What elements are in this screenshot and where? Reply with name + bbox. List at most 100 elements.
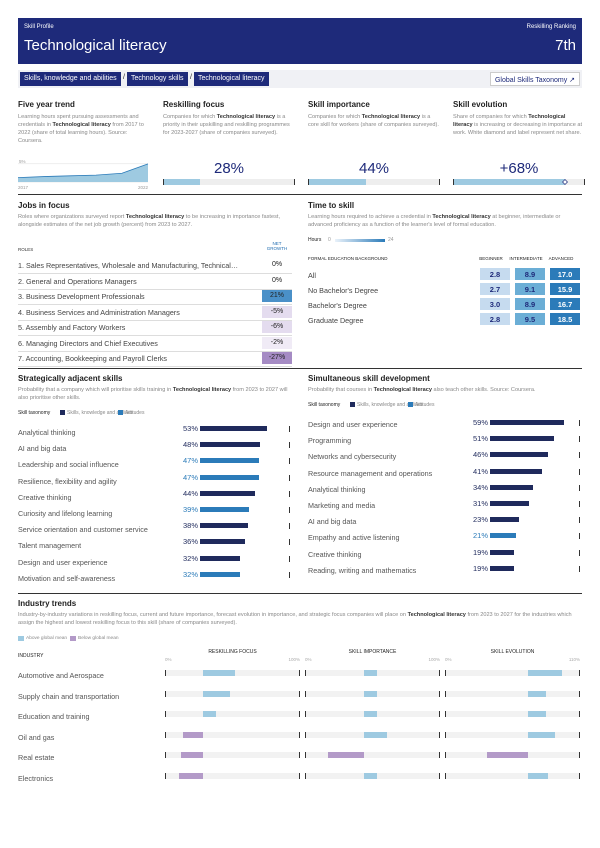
bar — [364, 670, 377, 676]
breadcrumb-item[interactable]: Technology skills — [127, 72, 188, 86]
bar — [528, 690, 546, 697]
bar — [490, 549, 514, 555]
industry-name: Automotive and Aerospace — [18, 671, 104, 680]
bar — [528, 711, 546, 717]
skill-name: AI and big data — [308, 517, 357, 527]
role: 6. Managing Directors and Chief Executiv… — [18, 338, 158, 348]
skill-name: Talent management — [18, 541, 82, 551]
bar — [200, 507, 250, 512]
header-title: Technological literacy — [24, 37, 167, 54]
skill-name: Analytical thinking — [308, 484, 366, 494]
breadcrumb-item[interactable]: Technological literacy — [194, 72, 269, 86]
education: Graduate Degree — [308, 316, 364, 325]
text: Technological literacy — [125, 214, 185, 220]
legend-swatch — [350, 402, 355, 407]
track — [200, 507, 290, 513]
text: Technological literacy — [361, 114, 421, 120]
track — [200, 490, 290, 497]
bar — [490, 533, 517, 539]
divider — [18, 194, 582, 195]
text: Roles where organizations surveyed repor… — [18, 214, 126, 220]
skill-name: Analytical thinking — [18, 428, 76, 437]
divider — [18, 368, 582, 369]
section-title: Time to skill — [308, 201, 355, 210]
skill-name: Design and user experience — [18, 557, 108, 567]
value-label: 36% — [182, 537, 198, 547]
text: Technological literacy — [216, 114, 276, 120]
text: to be increasing in importance fastest, … — [18, 214, 281, 229]
bar — [490, 452, 548, 458]
text: at beginner, intermediate or advanced pr… — [308, 214, 561, 229]
legend-swatch — [18, 636, 24, 641]
taxonomy-link[interactable]: Global Skills Taxonomy ↗ — [489, 72, 580, 86]
hours-cell: 15.9 — [550, 283, 580, 295]
big-value: +68% — [499, 160, 539, 177]
bar — [200, 458, 260, 464]
growth: -2% — [262, 336, 292, 349]
bar — [528, 670, 562, 676]
track — [165, 690, 300, 697]
x-tick-label: 100% — [428, 657, 440, 662]
header-label: Skill Profile — [24, 24, 54, 30]
text: Technological literacy — [52, 122, 111, 129]
hours-cell: 3.0 — [480, 298, 510, 310]
row-line — [18, 350, 292, 351]
text: Share of companies for which — [453, 114, 529, 120]
text: Technological literacy — [172, 387, 232, 393]
role: 4. Business Services and Administration … — [18, 307, 180, 317]
track — [490, 420, 580, 426]
text: from 2017 to 2022 (share of total learni… — [18, 122, 144, 145]
track — [165, 752, 300, 758]
row-line — [18, 273, 292, 274]
value-label: 34% — [472, 482, 488, 492]
hours-cell: 9.1 — [515, 283, 545, 295]
track — [165, 772, 300, 779]
bar — [178, 772, 203, 779]
bar — [364, 772, 377, 779]
header: NET GROWTH — [266, 241, 288, 251]
track — [490, 517, 580, 524]
x-tick-label: 2017 — [18, 185, 29, 190]
text: Technological literacy — [373, 387, 432, 393]
text: Probability that courses in — [308, 387, 374, 393]
divider — [18, 593, 582, 594]
row-line — [18, 288, 292, 289]
skill-name: Empathy and active listening — [308, 533, 400, 543]
breadcrumb-item[interactable]: Skills, knowledge and abilities — [20, 72, 121, 86]
skill-name: Networks and cybersecurity — [308, 452, 397, 462]
text: from 2023 to 2027 for the industries whi… — [18, 612, 572, 627]
description: Share of companies for which Technologic… — [453, 113, 585, 137]
bar — [490, 517, 519, 523]
legend-title: Skill taxonomy — [18, 410, 51, 416]
legend-label: Attitudes — [415, 402, 435, 408]
section-title: Reskilling focus — [163, 100, 225, 109]
text: Learning hours spent pursuing assessment… — [18, 114, 139, 129]
value-label: 47% — [182, 456, 198, 466]
hours-cell: 9.5 — [515, 313, 545, 325]
header: FORMAL EDUCATION BACKGROUND — [308, 256, 388, 261]
industry-name: Real estate — [18, 753, 55, 762]
bar — [200, 442, 261, 448]
bar — [182, 731, 203, 738]
bar — [490, 468, 542, 474]
bar — [486, 752, 529, 758]
track — [200, 523, 290, 530]
skill-name: Curiosity and lifelong learning — [18, 509, 113, 518]
x-tick-label: 110% — [568, 657, 580, 662]
legend-swatch — [408, 402, 413, 407]
section-title: Skill importance — [308, 100, 370, 109]
industry-name: Education and training — [18, 712, 90, 721]
text: Technological literacy — [407, 612, 466, 618]
hours-cell: 8.9 — [515, 298, 545, 310]
header: ADVANCED — [548, 256, 574, 261]
track — [490, 436, 580, 443]
skill-name: AI and big data — [18, 444, 67, 454]
role: 1. Sales Representatives, Wholesale and … — [18, 261, 239, 270]
text: Industry-by-industry variations in reski… — [18, 612, 408, 618]
text: Probability that a company which will pr… — [18, 387, 173, 393]
legend-label: Above global mean — [26, 636, 68, 641]
text: also teach other skills. Source: Courser… — [431, 387, 536, 393]
value-label: 32% — [182, 569, 198, 579]
value-label: 32% — [182, 553, 198, 563]
legend-label: Skills, knowledge and abilities — [357, 402, 424, 408]
